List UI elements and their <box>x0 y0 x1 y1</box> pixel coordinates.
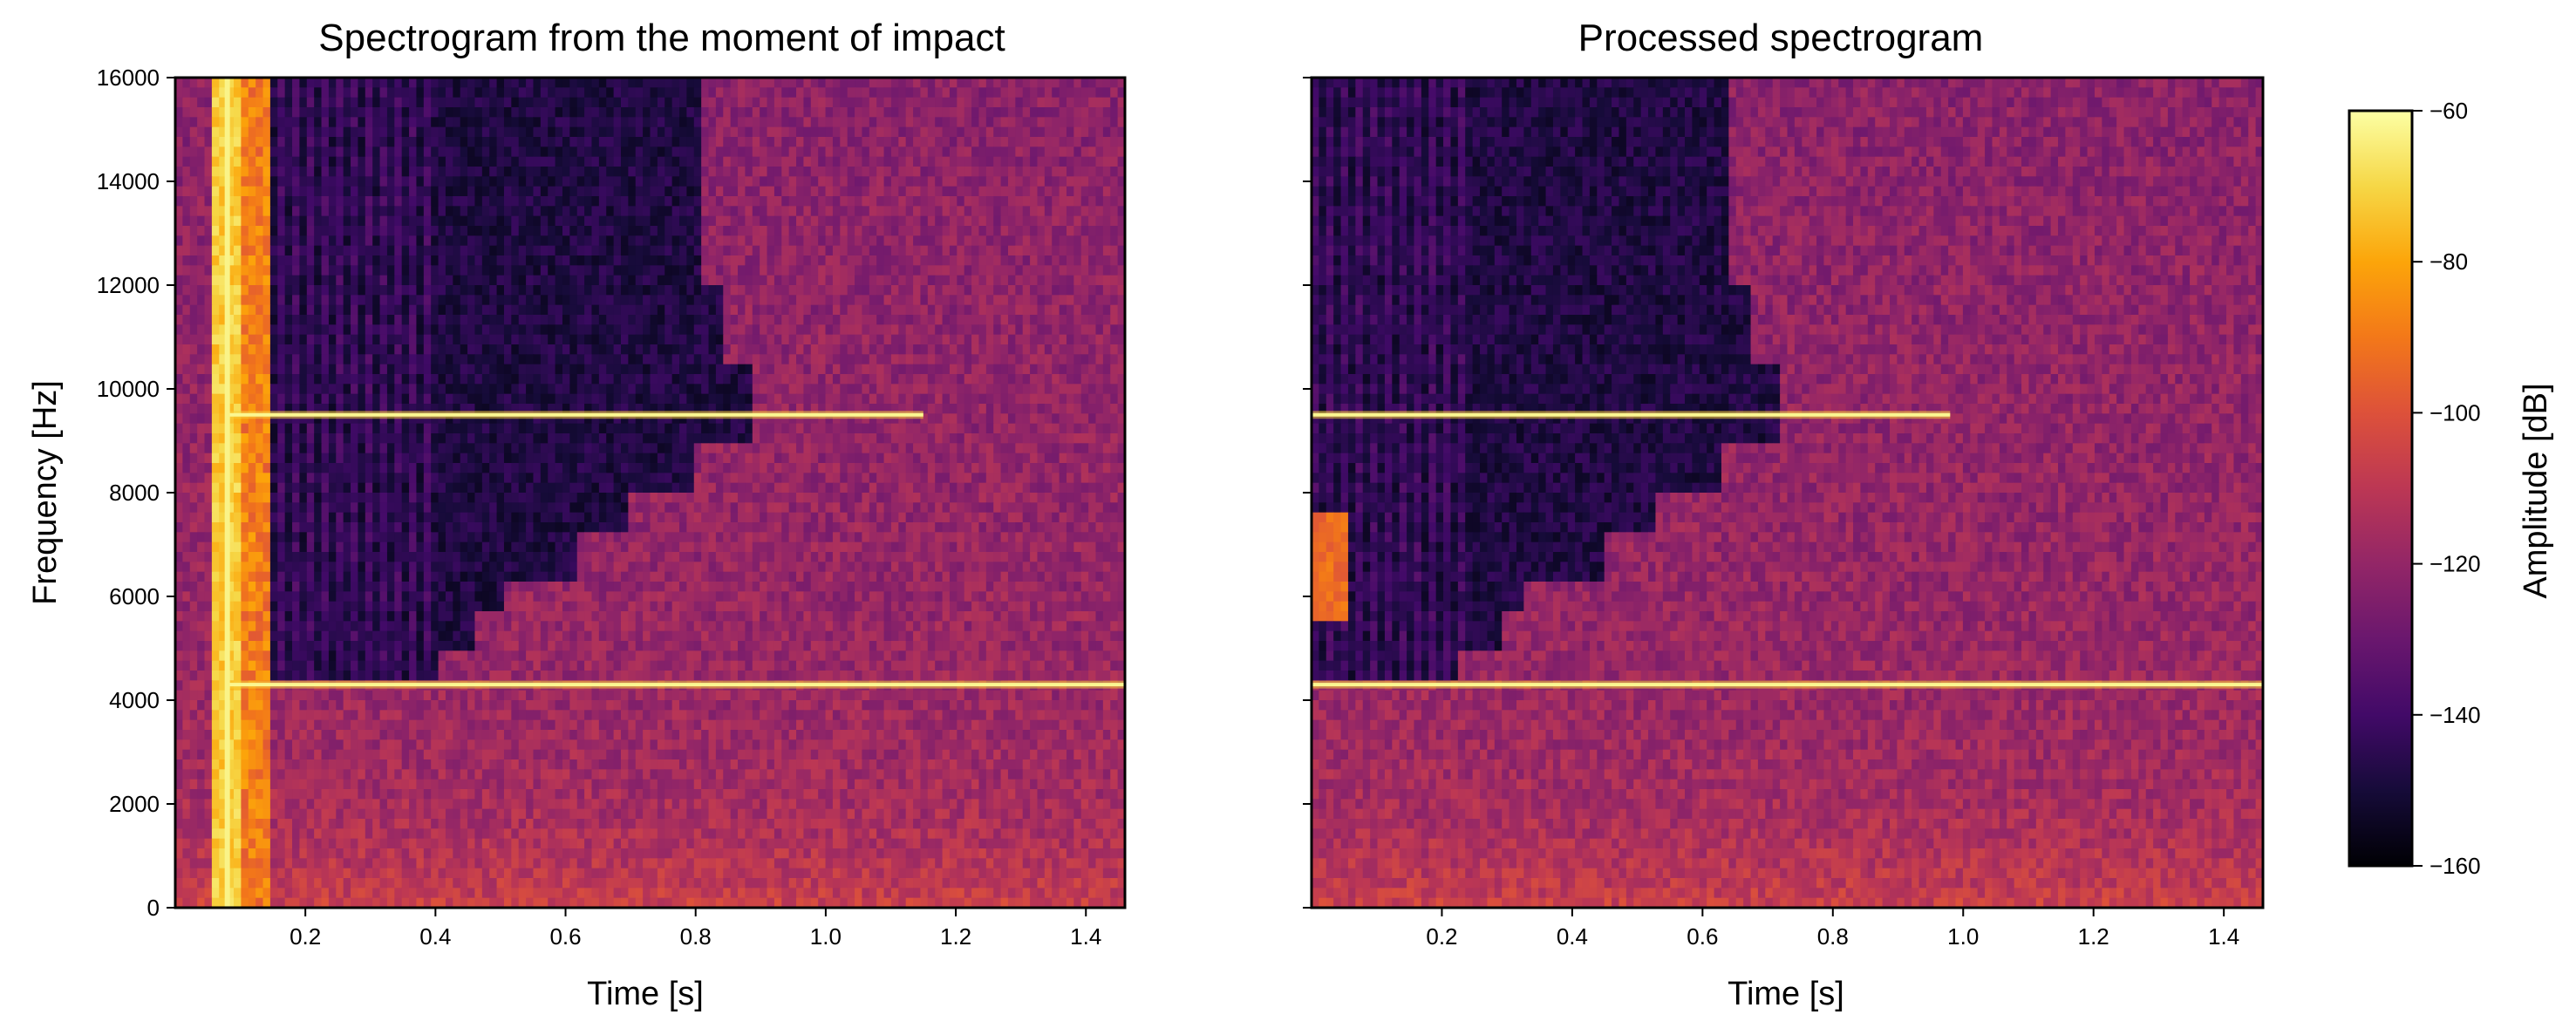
y-tick-label-raw-0: 0 <box>147 895 160 921</box>
colorbar-tick-label-2: −100 <box>2429 399 2481 426</box>
x-tick-label-raw-1: 0.4 <box>419 923 451 950</box>
colorbar-gradient <box>2349 111 2412 866</box>
x-tick-label-processed-0: 0.2 <box>1426 923 1457 950</box>
y-axis-label-raw: Frequency [Hz] <box>27 380 64 605</box>
colorbar: −60 −80 −100 −120 −140 −160 Amplitude [dB] <box>2349 98 2554 879</box>
heatmap-processed <box>1312 78 2264 909</box>
spectrogram-panel-processed: Processed spectrogram 0.2 0.4 0.6 0.8 1.0 1.2… <box>1303 17 2264 1012</box>
y-tick-label-raw-2: 4000 <box>109 687 160 713</box>
colorbar-ticks: −60 −80 −100 −120 −140 −160 <box>2412 98 2481 879</box>
x-tick-label-processed-1: 0.4 <box>1557 923 1588 950</box>
x-ticks-processed: 0.2 0.4 0.6 0.8 1.0 1.2 1.4 <box>1426 908 2239 950</box>
colorbar-tick-label-1: −80 <box>2429 249 2468 275</box>
x-ticks-raw: 0.2 0.4 0.6 0.8 1.0 1.2 1.4 <box>290 908 1101 950</box>
colorbar-tick-label-3: −120 <box>2429 551 2481 577</box>
x-tick-label-raw-4: 1.0 <box>810 923 842 950</box>
y-tick-label-raw-6: 12000 <box>97 272 160 298</box>
x-tick-label-raw-6: 1.4 <box>1070 923 1101 950</box>
x-tick-label-processed-5: 1.2 <box>2078 923 2109 950</box>
x-tick-label-raw-2: 0.6 <box>549 923 581 950</box>
colorbar-tick-label-4: −140 <box>2429 702 2481 728</box>
y-tick-label-raw-3: 6000 <box>109 583 160 609</box>
y-tick-label-raw-1: 2000 <box>109 791 160 817</box>
panel-title-processed: Processed spectrogram <box>1578 17 1984 59</box>
x-tick-label-raw-3: 0.8 <box>680 923 712 950</box>
x-tick-label-processed-6: 1.4 <box>2208 923 2239 950</box>
y-tick-label-raw-4: 8000 <box>109 480 160 506</box>
y-tick-label-raw-5: 10000 <box>97 376 160 402</box>
y-ticks-raw: 0 2000 4000 6000 8000 10000 12000 14000 16000 <box>97 65 175 921</box>
colorbar-label: Amplitude [dB] <box>2518 383 2554 598</box>
x-axis-label-raw: Time [s] <box>587 976 704 1012</box>
colorbar-tick-label-5: −160 <box>2429 853 2481 879</box>
panel-title-raw: Spectrogram from the moment of impact <box>318 17 1005 59</box>
colorbar-tick-label-0: −60 <box>2429 98 2468 124</box>
x-tick-label-raw-0: 0.2 <box>290 923 321 950</box>
y-tick-label-raw-8: 16000 <box>97 65 160 91</box>
x-tick-label-processed-3: 0.8 <box>1817 923 1849 950</box>
heatmap-raw <box>175 78 1126 909</box>
x-tick-label-processed-2: 0.6 <box>1687 923 1718 950</box>
y-tick-label-raw-7: 14000 <box>97 168 160 194</box>
x-tick-label-processed-4: 1.0 <box>1947 923 1979 950</box>
x-axis-label-processed: Time [s] <box>1728 976 1844 1012</box>
x-tick-label-raw-5: 1.2 <box>940 923 971 950</box>
spectrogram-panel-raw: Spectrogram from the moment of impact 0 2… <box>27 17 1126 1012</box>
